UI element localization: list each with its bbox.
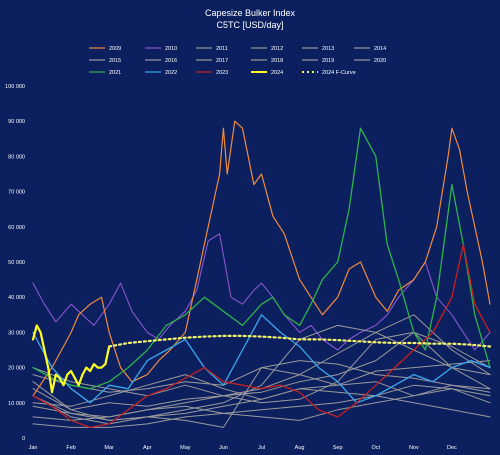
y-tick-label: 30 000	[8, 330, 25, 336]
x-tick-label: Jan	[29, 445, 38, 451]
series-line-2022	[32, 314, 491, 404]
y-tick-label: 10 000	[8, 401, 25, 407]
x-tick-label: Nov	[409, 445, 419, 451]
x-tick-label: May	[180, 445, 191, 451]
x-tick-label: Jun	[219, 445, 228, 451]
x-tick-label: Dec	[447, 445, 457, 451]
legend-label: 2019	[322, 58, 334, 64]
legend-label: 2009	[109, 46, 121, 52]
y-tick-label: 80 000	[8, 154, 25, 160]
legend-label: 2016	[165, 58, 177, 64]
legend-label: 2024 F-Curve	[322, 70, 356, 76]
legend-label: 2017	[216, 58, 228, 64]
y-tick-label: 0	[22, 436, 25, 442]
series-line-2021	[32, 127, 491, 390]
legend-label: 2024	[271, 70, 283, 76]
series-lines	[31, 120, 492, 429]
legend-label: 2015	[109, 58, 121, 64]
x-tick-label: Oct	[371, 445, 380, 451]
legend-label: 2011	[216, 46, 228, 52]
series-line-2009	[32, 120, 491, 397]
legend-label: 2012	[271, 46, 283, 52]
legend-label: 2021	[109, 70, 121, 76]
series-line-2024	[31, 324, 111, 394]
y-tick-label: 90 000	[8, 119, 25, 125]
y-tick-label: 60 000	[8, 225, 25, 231]
x-tick-label: Aug	[295, 445, 305, 451]
legend-label: 2014	[374, 46, 386, 52]
y-tick-label: 40 000	[8, 295, 25, 301]
legend-label: 2018	[271, 58, 283, 64]
y-axis: 0 10 000 20 000 30 000 40 000 50 000 60 000 70 …	[5, 84, 25, 442]
x-tick-label: Feb	[66, 445, 75, 451]
legend-label: 2022	[165, 70, 177, 76]
chart-title: Capesize Bulker Index	[205, 8, 296, 18]
legend-label: 2013	[322, 46, 334, 52]
y-tick-label: 20 000	[8, 366, 25, 372]
series-line-2024-f-curve	[108, 334, 492, 348]
legend-label: 2023	[216, 70, 228, 76]
x-axis: Jan Feb Mar Apr May Jun Jul Aug Sep Oct Nov Dec	[29, 445, 457, 451]
legend-label: 2010	[165, 46, 177, 52]
x-tick-label: Mar	[104, 445, 114, 451]
legend: 2009 2010 2011 2012 2013 2014 2015 2016 2017 2018…	[89, 46, 386, 76]
series-line-2010	[32, 233, 491, 351]
series-line-2016	[32, 384, 491, 428]
y-tick-label: 70 000	[8, 190, 25, 196]
y-tick-label: 100 000	[5, 84, 25, 90]
x-tick-label: Apr	[143, 445, 152, 451]
chart-subtitle: C5TC [USD/day]	[216, 20, 283, 30]
y-tick-label: 50 000	[8, 260, 25, 266]
x-tick-label: Sep	[333, 445, 343, 451]
legend-label: 2020	[374, 58, 386, 64]
series-line-2023	[32, 243, 491, 429]
x-tick-label: Jul	[258, 445, 265, 451]
series-line-2017	[32, 360, 491, 407]
